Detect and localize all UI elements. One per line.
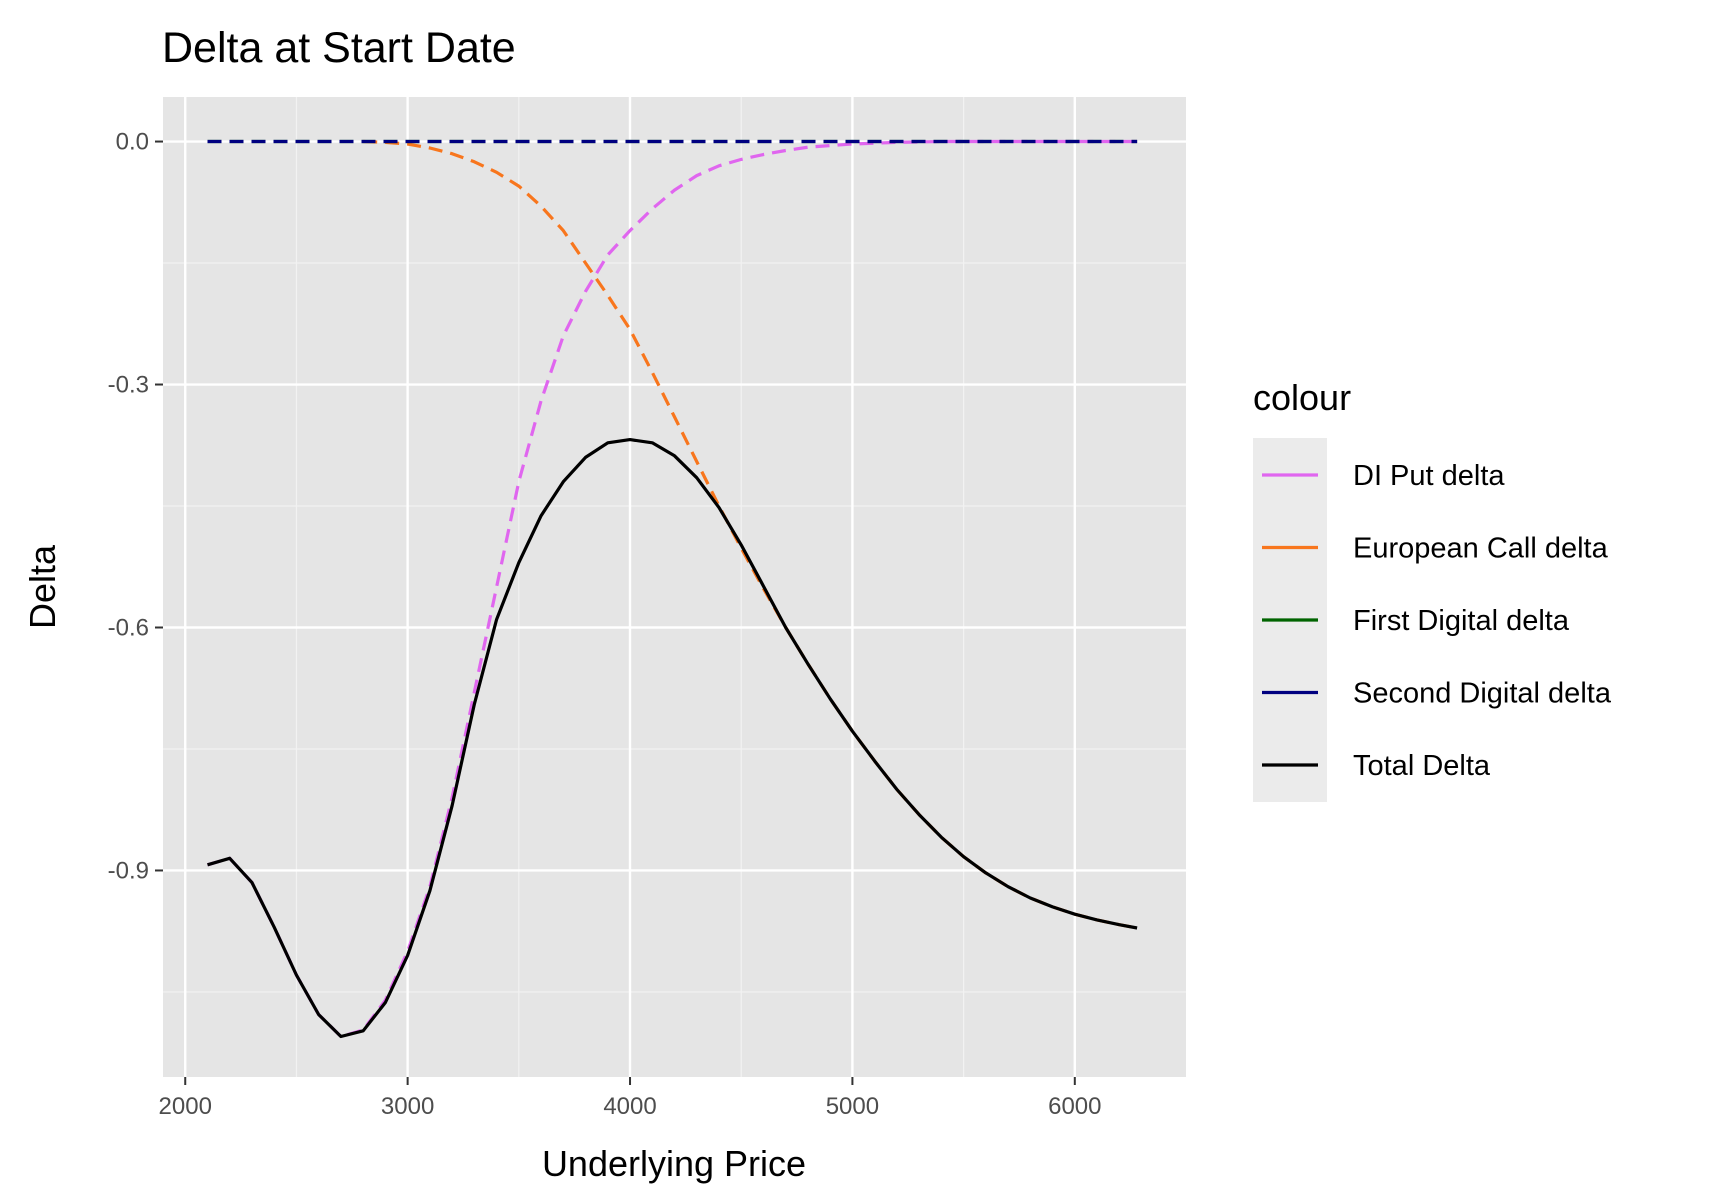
- series-lines: [207, 139, 1138, 1039]
- y-tick-label: -0.9: [108, 857, 149, 884]
- y-tick-label: 0.0: [116, 129, 149, 156]
- x-axis: 2000 3000 4000 5000 6000: [159, 1077, 1101, 1120]
- legend-title: colour: [1253, 377, 1351, 418]
- x-axis-title: Underlying Price: [542, 1143, 806, 1184]
- legend-label: Total Delta: [1353, 750, 1491, 782]
- series-line-di-put-delta: [207, 139, 1138, 1039]
- legend-label: First Digital delta: [1353, 605, 1570, 637]
- y-tick-label: -0.6: [108, 614, 149, 641]
- legend-label: European Call delta: [1353, 533, 1609, 565]
- x-tick-label: 2000: [159, 1093, 212, 1120]
- series-line-european-call-delta: [363, 139, 1138, 930]
- x-tick-label: 5000: [826, 1093, 879, 1120]
- chart-title: Delta at Start Date: [162, 24, 516, 72]
- legend: colour DI Put delta European Call delta Fi…: [1253, 377, 1612, 802]
- series-line-total-delta: [207, 438, 1138, 1039]
- x-tick-label: 6000: [1048, 1093, 1101, 1120]
- y-axis-title: Delta: [22, 544, 63, 629]
- plot-panel: [163, 97, 1186, 1077]
- x-tick-label: 3000: [381, 1093, 434, 1120]
- y-axis: 0.0 -0.3 -0.6 -0.9: [108, 129, 163, 884]
- legend-label: DI Put delta: [1353, 460, 1505, 492]
- x-tick-label: 4000: [603, 1093, 656, 1120]
- y-tick-label: -0.3: [108, 372, 149, 399]
- minor-gridlines: [163, 97, 1186, 1077]
- legend-label: Second Digital delta: [1353, 678, 1612, 710]
